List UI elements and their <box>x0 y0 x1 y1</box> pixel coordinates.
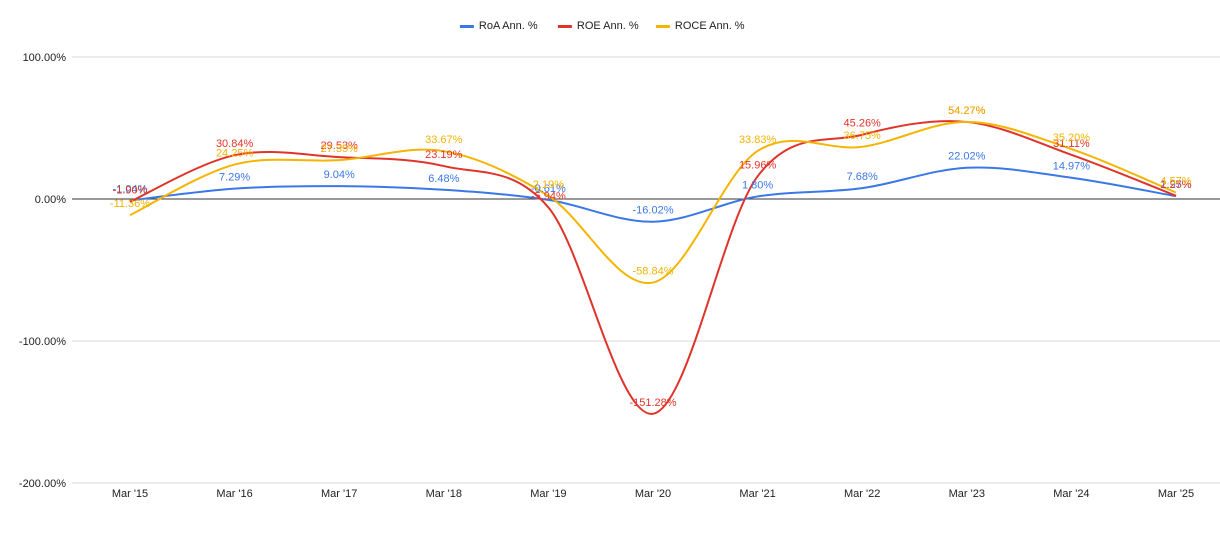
data-labels: -1.04% 7.29% 9.04% 6.48% -0.61% -16.02% 1.80% 7… <box>110 105 1192 409</box>
data-label: 2.19% <box>533 179 564 191</box>
data-label: 14.97% <box>1053 161 1091 173</box>
series-line-roa-ann <box>129 166 1177 223</box>
legend-item: ROE Ann. % <box>557 20 639 32</box>
data-label: -5.94% <box>531 190 566 202</box>
x-tick-label: Mar '22 <box>844 488 880 500</box>
data-label: -1.04% <box>113 183 148 195</box>
grid-lines <box>72 56 1220 484</box>
y-tick-label: -200.00% <box>19 478 66 490</box>
data-label: 45.26% <box>844 118 882 130</box>
data-label: 6.48% <box>428 173 459 185</box>
y-tick-label: -100.00% <box>19 336 66 348</box>
data-label: -0.61% <box>531 183 566 195</box>
data-label: 54.27% <box>948 105 986 117</box>
x-tick-label: Mar '18 <box>426 488 462 500</box>
x-tick-label: Mar '25 <box>1158 488 1194 500</box>
data-label: 27.35% <box>321 143 359 155</box>
x-tick-label: Mar '19 <box>530 488 566 500</box>
legend-swatch <box>655 25 670 28</box>
legend-swatch <box>557 25 572 28</box>
y-tick-label: 100.00% <box>23 52 67 64</box>
legend-swatch <box>459 25 474 28</box>
data-label: 7.68% <box>847 171 878 183</box>
legend-item: ROCE Ann. % <box>655 20 745 32</box>
data-label: 1.97% <box>1160 179 1191 191</box>
legend: RoA Ann. % ROE Ann. % ROCE Ann. % <box>459 20 745 32</box>
data-label: 7.29% <box>219 172 250 184</box>
x-tick-label: Mar '23 <box>949 488 985 500</box>
data-label: 33.83% <box>739 134 777 146</box>
data-label: 35.20% <box>1053 132 1091 144</box>
data-label: -1.90% <box>113 185 148 197</box>
data-label: 36.75% <box>844 130 882 142</box>
data-label: 22.02% <box>948 151 986 163</box>
data-label: 24.25% <box>216 148 254 160</box>
data-label: 54.27% <box>948 105 986 117</box>
data-label: 31.11% <box>1053 138 1090 150</box>
data-label: 33.67% <box>425 134 463 146</box>
axes: 100.00% 0.00% -100.00% -200.00% Mar '15 Mar '… <box>19 52 1220 500</box>
data-label: -58.84% <box>633 266 674 278</box>
data-label: 23.19% <box>425 149 463 161</box>
legend-label: ROCE Ann. % <box>675 20 745 32</box>
data-label: 15.96% <box>739 159 777 171</box>
x-tick-label: Mar '15 <box>112 488 148 500</box>
series-line-roce-ann <box>129 120 1177 284</box>
legend-label: ROE Ann. % <box>577 20 639 32</box>
data-label: 9.04% <box>324 169 355 181</box>
data-label: -151.28% <box>629 397 676 409</box>
x-tick-label: Mar '21 <box>739 488 775 500</box>
series-lines <box>129 120 1177 415</box>
data-label: -16.02% <box>633 205 674 217</box>
legend-item: RoA Ann. % <box>459 20 538 32</box>
x-tick-label: Mar '20 <box>635 488 671 500</box>
x-tick-label: Mar '24 <box>1053 488 1089 500</box>
data-label: 4.57% <box>1160 176 1191 188</box>
data-label: 2.25% <box>1160 179 1191 191</box>
data-label: 30.84% <box>216 138 254 150</box>
data-label: 29.53% <box>321 140 359 152</box>
x-tick-label: Mar '16 <box>216 488 252 500</box>
x-tick-label: Mar '17 <box>321 488 357 500</box>
legend-label: RoA Ann. % <box>479 20 538 32</box>
y-tick-label: 0.00% <box>35 194 66 206</box>
data-label: -11.36% <box>110 198 150 210</box>
data-label: 1.80% <box>742 179 773 191</box>
